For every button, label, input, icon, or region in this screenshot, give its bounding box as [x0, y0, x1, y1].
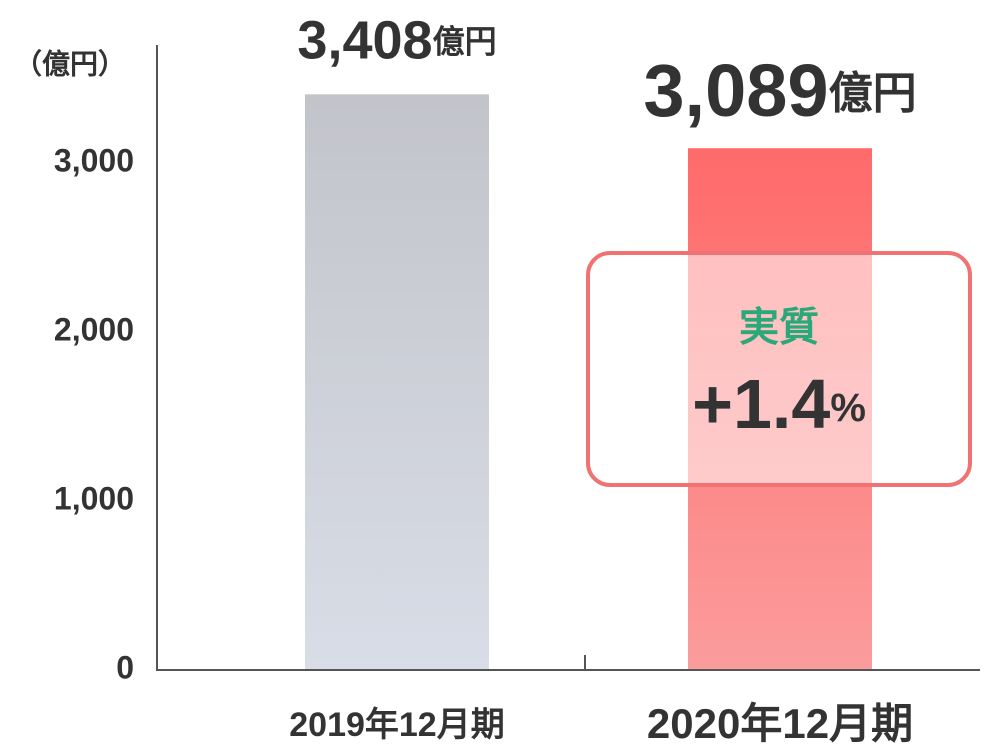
value-unit: 億円	[433, 24, 497, 60]
annotation-value: +1.4	[692, 365, 830, 443]
value-label: 3,408億円	[297, 11, 496, 71]
x-tick-label: 2020年12月期	[647, 700, 913, 747]
y-unit-label: （億円）	[14, 47, 126, 79]
y-tick-label: 2,000	[54, 312, 134, 348]
value-number: 3,089	[643, 49, 828, 132]
annotation-unit: %	[830, 386, 866, 430]
value-label: 3,089億円	[643, 49, 916, 132]
annotation-text: +1.4%	[692, 365, 866, 443]
y-tick-label: 1,000	[54, 481, 134, 517]
annotation-box	[586, 251, 972, 487]
annotation-title: 実質	[739, 306, 819, 350]
bar	[305, 94, 489, 670]
value-unit: 億円	[829, 69, 917, 118]
value-number: 3,408	[297, 11, 432, 71]
labels: 01,0002,0003,0002019年12月期3,408億円2020年12月…	[54, 11, 917, 748]
y-tick-label: 3,000	[54, 143, 134, 179]
y-tick-label: 0	[116, 649, 134, 685]
x-tick-label: 2019年12月期	[289, 706, 504, 744]
